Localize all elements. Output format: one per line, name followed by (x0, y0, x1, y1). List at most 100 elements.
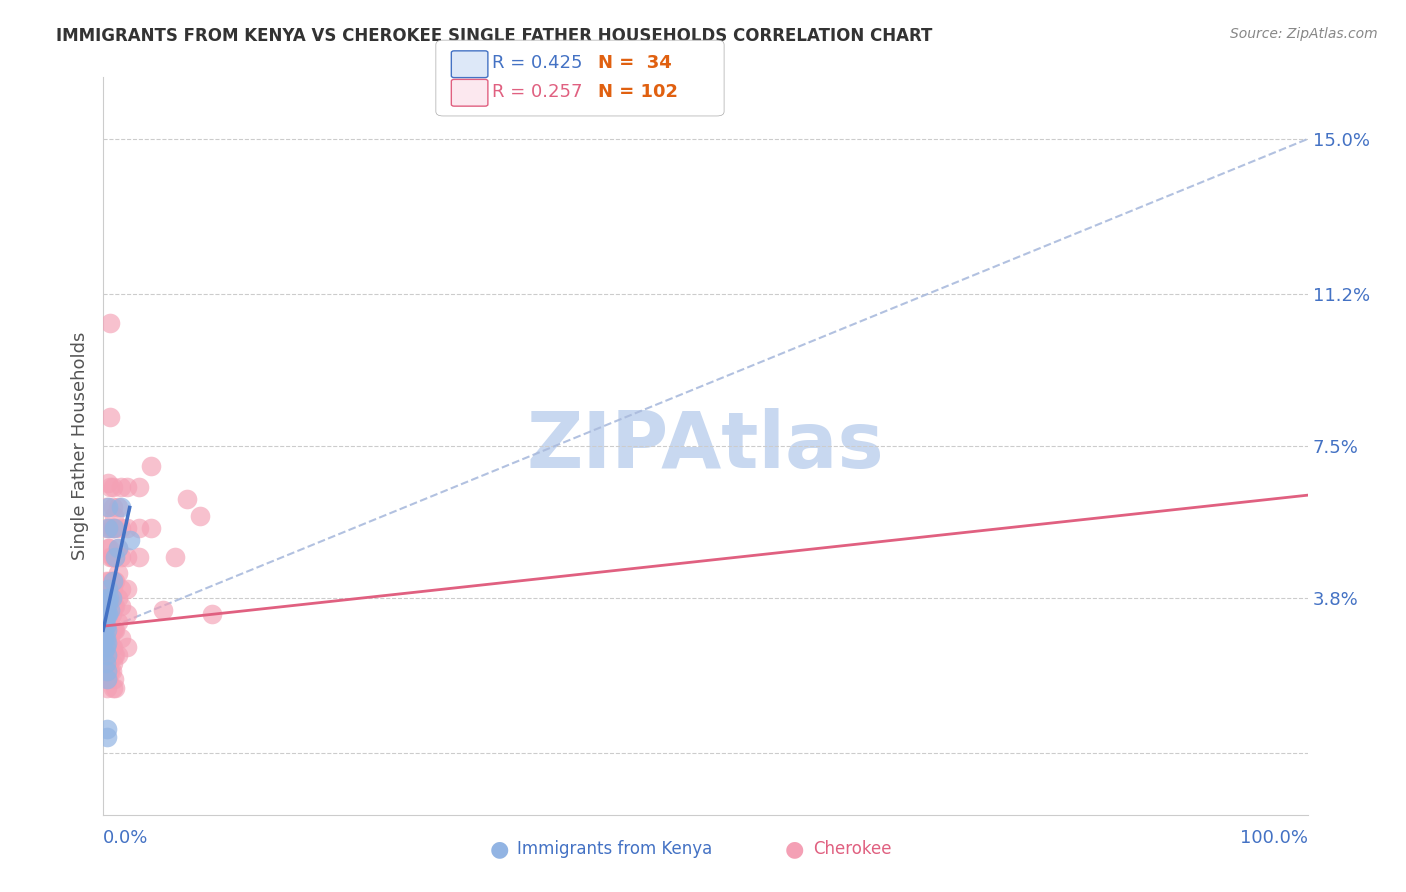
Point (97, 607, 120, 621)
Point (100, 624, 122, 638)
Point (101, 480, 124, 494)
Point (93, 632, 115, 646)
Point (98, 640, 121, 654)
Point (96, 681, 118, 695)
Point (93, 624, 115, 638)
Point (93, 644, 115, 658)
Point (96, 599, 118, 613)
Point (97, 603, 120, 617)
Point (107, 566, 129, 580)
Point (98, 316, 121, 330)
Point (96, 624, 118, 638)
Point (104, 681, 127, 695)
Point (188, 508, 211, 523)
Point (98, 591, 121, 605)
Point (97, 521, 120, 535)
Y-axis label: Single Father Households: Single Father Households (72, 332, 89, 560)
Point (101, 521, 124, 535)
Point (94, 619, 117, 633)
Point (98, 574, 121, 589)
Point (97, 541, 120, 556)
Point (100, 607, 122, 621)
Point (94, 574, 117, 589)
Text: ZIPAtlas: ZIPAtlas (527, 408, 884, 484)
Point (96, 730, 118, 744)
Point (98, 656, 121, 670)
Point (93, 632, 115, 646)
Point (96, 640, 118, 654)
Point (165, 549, 187, 564)
Point (96, 665, 118, 679)
Point (94, 611, 117, 625)
Point (94, 500, 117, 515)
Point (97, 475, 120, 490)
Point (98, 607, 121, 621)
Point (115, 607, 138, 621)
Point (100, 665, 122, 679)
Text: Cherokee: Cherokee (813, 840, 891, 858)
Point (115, 549, 138, 564)
Point (97, 594, 120, 608)
Point (107, 541, 129, 556)
Text: R = 0.257: R = 0.257 (492, 83, 582, 101)
Point (118, 533, 141, 548)
Point (115, 521, 138, 535)
Point (98, 480, 121, 494)
Point (103, 549, 125, 564)
Point (103, 673, 125, 687)
Point (110, 480, 132, 494)
Point (97, 500, 120, 515)
Point (94, 640, 117, 654)
Point (100, 640, 122, 654)
Text: R = 0.425: R = 0.425 (492, 54, 582, 72)
Point (97, 648, 120, 662)
Point (97, 582, 120, 597)
Point (100, 521, 122, 535)
Text: 0.0%: 0.0% (103, 830, 149, 847)
Point (98, 665, 121, 679)
Point (128, 480, 150, 494)
Point (100, 549, 122, 564)
Point (101, 599, 124, 613)
Point (97, 582, 120, 597)
Point (100, 591, 122, 605)
Point (93, 615, 115, 629)
Point (93, 624, 115, 638)
Point (96, 582, 118, 597)
Point (104, 521, 127, 535)
Point (93, 615, 115, 629)
Point (104, 549, 127, 564)
Point (94, 656, 117, 670)
Point (110, 599, 132, 613)
Text: ●: ● (489, 839, 509, 859)
Point (96, 607, 118, 621)
Point (98, 591, 121, 605)
Point (101, 640, 124, 654)
Point (141, 459, 163, 474)
Point (96, 673, 118, 687)
Point (107, 591, 129, 605)
Point (103, 648, 125, 662)
Point (96, 599, 118, 613)
Text: Immigrants from Kenya: Immigrants from Kenya (517, 840, 713, 858)
Point (107, 615, 129, 629)
Point (107, 500, 129, 515)
Point (152, 603, 174, 617)
Point (103, 508, 125, 523)
Point (104, 574, 127, 589)
Point (93, 599, 115, 613)
Text: ●: ● (785, 839, 804, 859)
Point (101, 656, 124, 670)
Point (128, 549, 150, 564)
Point (103, 574, 125, 589)
Point (94, 607, 117, 621)
Point (98, 599, 121, 613)
Point (103, 599, 125, 613)
Point (98, 410, 121, 425)
Point (94, 521, 117, 535)
Point (101, 549, 124, 564)
Point (97, 615, 120, 629)
Point (98, 624, 121, 638)
Point (176, 492, 198, 507)
Point (96, 673, 118, 687)
